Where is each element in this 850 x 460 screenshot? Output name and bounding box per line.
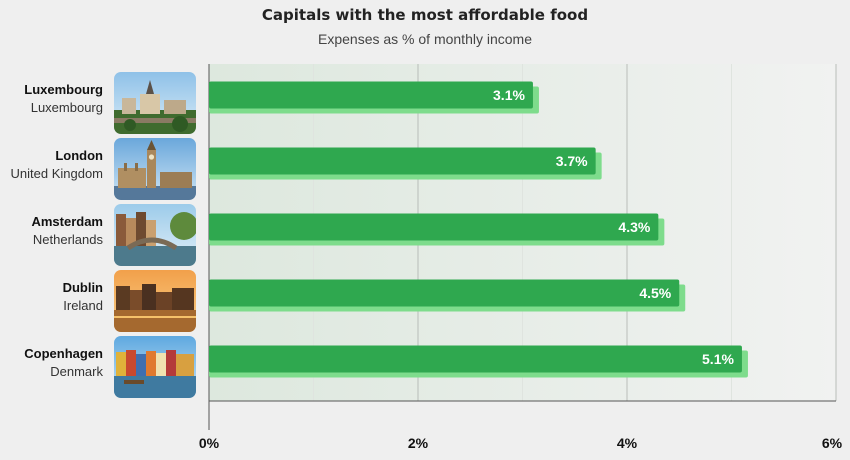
luxembourg-photo — [114, 72, 196, 134]
city-label: Luxembourg — [24, 82, 103, 97]
bar-value-label: 3.7% — [556, 153, 588, 169]
amsterdam-photo — [114, 204, 196, 266]
bar-value-label: 4.5% — [639, 285, 671, 301]
country-label: United Kingdom — [11, 166, 104, 181]
bars: 3.1% 3.7% 4.3% 4.5% 5.1% — [209, 81, 748, 378]
bar — [209, 147, 596, 175]
bar-value-label: 3.1% — [493, 87, 525, 103]
country-label: Ireland — [63, 298, 103, 313]
x-tick-label: 2% — [408, 435, 429, 451]
country-label: Netherlands — [33, 232, 104, 247]
bar — [209, 345, 742, 373]
category-labels: Luxembourg Luxembourg London United Kingdom… — [11, 82, 104, 379]
bar — [209, 213, 659, 241]
chart-title: Capitals with the most affordable food — [261, 6, 589, 24]
copenhagen-photo — [114, 336, 196, 398]
london-photo — [114, 138, 196, 200]
city-label: Copenhagen — [24, 346, 103, 361]
city-label: Amsterdam — [31, 214, 103, 229]
chart-subtitle: Expenses as % of monthly income — [318, 31, 532, 47]
x-tick-label: 0% — [199, 435, 220, 451]
bar — [209, 279, 680, 307]
bar-value-label: 4.3% — [618, 219, 650, 235]
dublin-photo — [114, 270, 196, 332]
bar — [209, 81, 533, 109]
x-tick-label: 4% — [617, 435, 638, 451]
city-label: London — [55, 148, 103, 163]
city-label: Dublin — [63, 280, 103, 295]
x-tick-label: 6% — [822, 435, 843, 451]
country-label: Luxembourg — [31, 100, 103, 115]
bar-value-label: 5.1% — [702, 351, 734, 367]
x-axis-ticks: 0% 2% 4% 6% — [199, 435, 843, 451]
country-label: Denmark — [50, 364, 103, 379]
